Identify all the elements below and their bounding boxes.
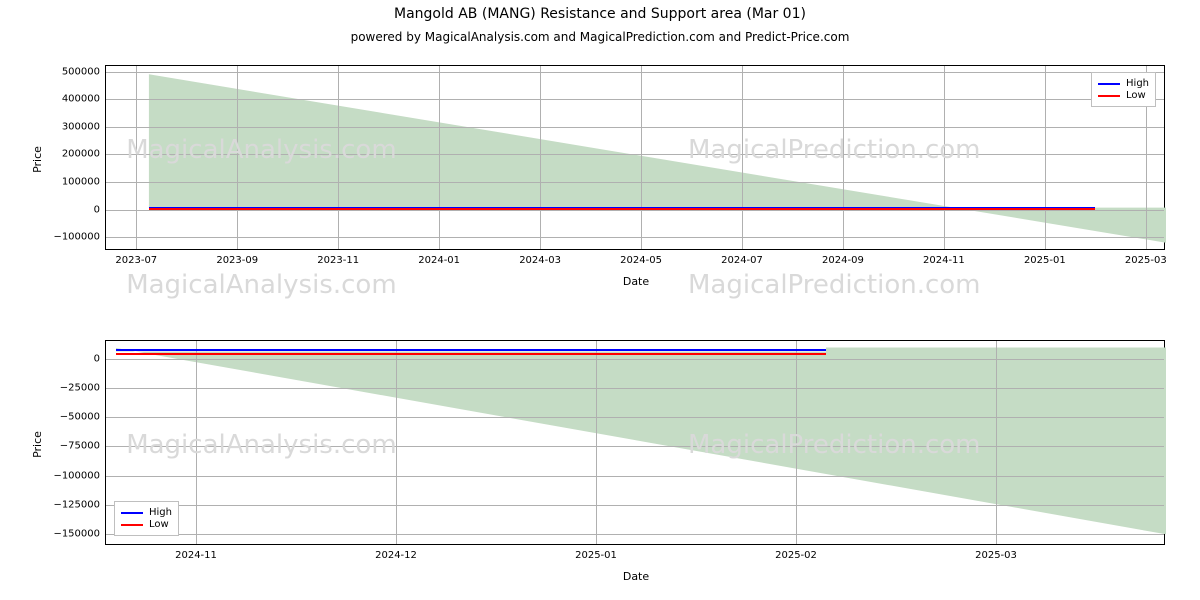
support-resistance-fill <box>106 341 1166 546</box>
y-tick-label: −25000 <box>60 382 106 393</box>
gridline-vertical <box>944 66 945 249</box>
x-tick-label: 2024-11 <box>923 249 965 266</box>
low-series-line <box>149 208 1095 210</box>
high-series-line <box>116 349 826 351</box>
gridline-vertical <box>596 341 597 544</box>
y-tick-label: −50000 <box>60 412 106 423</box>
legend: HighLow <box>1091 72 1156 107</box>
gridline-vertical <box>237 66 238 249</box>
legend-label: Low <box>149 519 169 530</box>
gridline-vertical <box>843 66 844 249</box>
legend-item: Low <box>121 519 172 530</box>
y-axis-label: Price <box>31 431 44 458</box>
gridline-horizontal <box>106 534 1164 535</box>
gridline-vertical <box>996 341 997 544</box>
low-series-line <box>116 353 826 355</box>
gridline-horizontal <box>106 417 1164 418</box>
gridline-vertical <box>796 341 797 544</box>
x-tick-label: 2024-11 <box>175 544 217 561</box>
chart-panel-bottom: −150000−125000−100000−75000−50000−250000… <box>105 340 1165 545</box>
legend-swatch <box>1098 95 1120 97</box>
y-axis-label: Price <box>31 146 44 173</box>
x-tick-label: 2025-03 <box>1125 249 1167 266</box>
x-tick-label: 2025-01 <box>575 544 617 561</box>
chart-subtitle: powered by MagicalAnalysis.com and Magic… <box>0 30 1200 44</box>
gridline-horizontal <box>106 72 1164 73</box>
y-tick-label: 0 <box>94 204 106 215</box>
x-axis-label: Date <box>106 570 1166 583</box>
x-tick-label: 2023-07 <box>115 249 157 266</box>
legend: HighLow <box>114 501 179 536</box>
x-axis-label: Date <box>106 275 1166 288</box>
chart-panel-top: −100000010000020000030000040000050000020… <box>105 65 1165 250</box>
gridline-horizontal <box>106 99 1164 100</box>
x-tick-label: 2025-01 <box>1024 249 1066 266</box>
x-tick-label: 2024-05 <box>620 249 662 266</box>
gridline-vertical <box>338 66 339 249</box>
gridline-horizontal <box>106 388 1164 389</box>
legend-item: High <box>1098 78 1149 89</box>
gridline-vertical <box>540 66 541 249</box>
gridline-horizontal <box>106 505 1164 506</box>
legend-item: High <box>121 507 172 518</box>
x-tick-label: 2024-07 <box>721 249 763 266</box>
gridline-vertical <box>1045 66 1046 249</box>
y-tick-label: 200000 <box>62 149 106 160</box>
y-tick-label: 0 <box>94 353 106 364</box>
x-tick-label: 2025-03 <box>975 544 1017 561</box>
legend-swatch <box>121 512 143 514</box>
gridline-horizontal <box>106 359 1164 360</box>
y-tick-label: −150000 <box>53 529 106 540</box>
y-tick-label: 100000 <box>62 176 106 187</box>
gridline-horizontal <box>106 154 1164 155</box>
x-tick-label: 2024-12 <box>375 544 417 561</box>
x-tick-label: 2023-11 <box>317 249 359 266</box>
gridline-vertical <box>196 341 197 544</box>
gridline-vertical <box>439 66 440 249</box>
gridline-vertical <box>742 66 743 249</box>
y-tick-label: 400000 <box>62 94 106 105</box>
legend-label: High <box>149 507 172 518</box>
chart-title: Mangold AB (MANG) Resistance and Support… <box>0 6 1200 22</box>
legend-label: High <box>1126 78 1149 89</box>
gridline-horizontal <box>106 237 1164 238</box>
legend-swatch <box>1098 83 1120 85</box>
y-tick-label: 500000 <box>62 66 106 77</box>
gridline-horizontal <box>106 182 1164 183</box>
gridline-horizontal <box>106 127 1164 128</box>
legend-swatch <box>121 524 143 526</box>
y-tick-label: −100000 <box>53 470 106 481</box>
gridline-vertical <box>396 341 397 544</box>
legend-label: Low <box>1126 90 1146 101</box>
y-tick-label: −100000 <box>53 232 106 243</box>
gridline-vertical <box>136 66 137 249</box>
gridline-vertical <box>641 66 642 249</box>
legend-item: Low <box>1098 90 1149 101</box>
support-resistance-fill <box>106 66 1166 251</box>
x-tick-label: 2024-09 <box>822 249 864 266</box>
y-tick-label: −75000 <box>60 441 106 452</box>
gridline-horizontal <box>106 446 1164 447</box>
x-tick-label: 2024-03 <box>519 249 561 266</box>
gridline-horizontal <box>106 476 1164 477</box>
x-tick-label: 2023-09 <box>216 249 258 266</box>
x-tick-label: 2025-02 <box>775 544 817 561</box>
y-tick-label: −125000 <box>53 500 106 511</box>
y-tick-label: 300000 <box>62 121 106 132</box>
x-tick-label: 2024-01 <box>418 249 460 266</box>
